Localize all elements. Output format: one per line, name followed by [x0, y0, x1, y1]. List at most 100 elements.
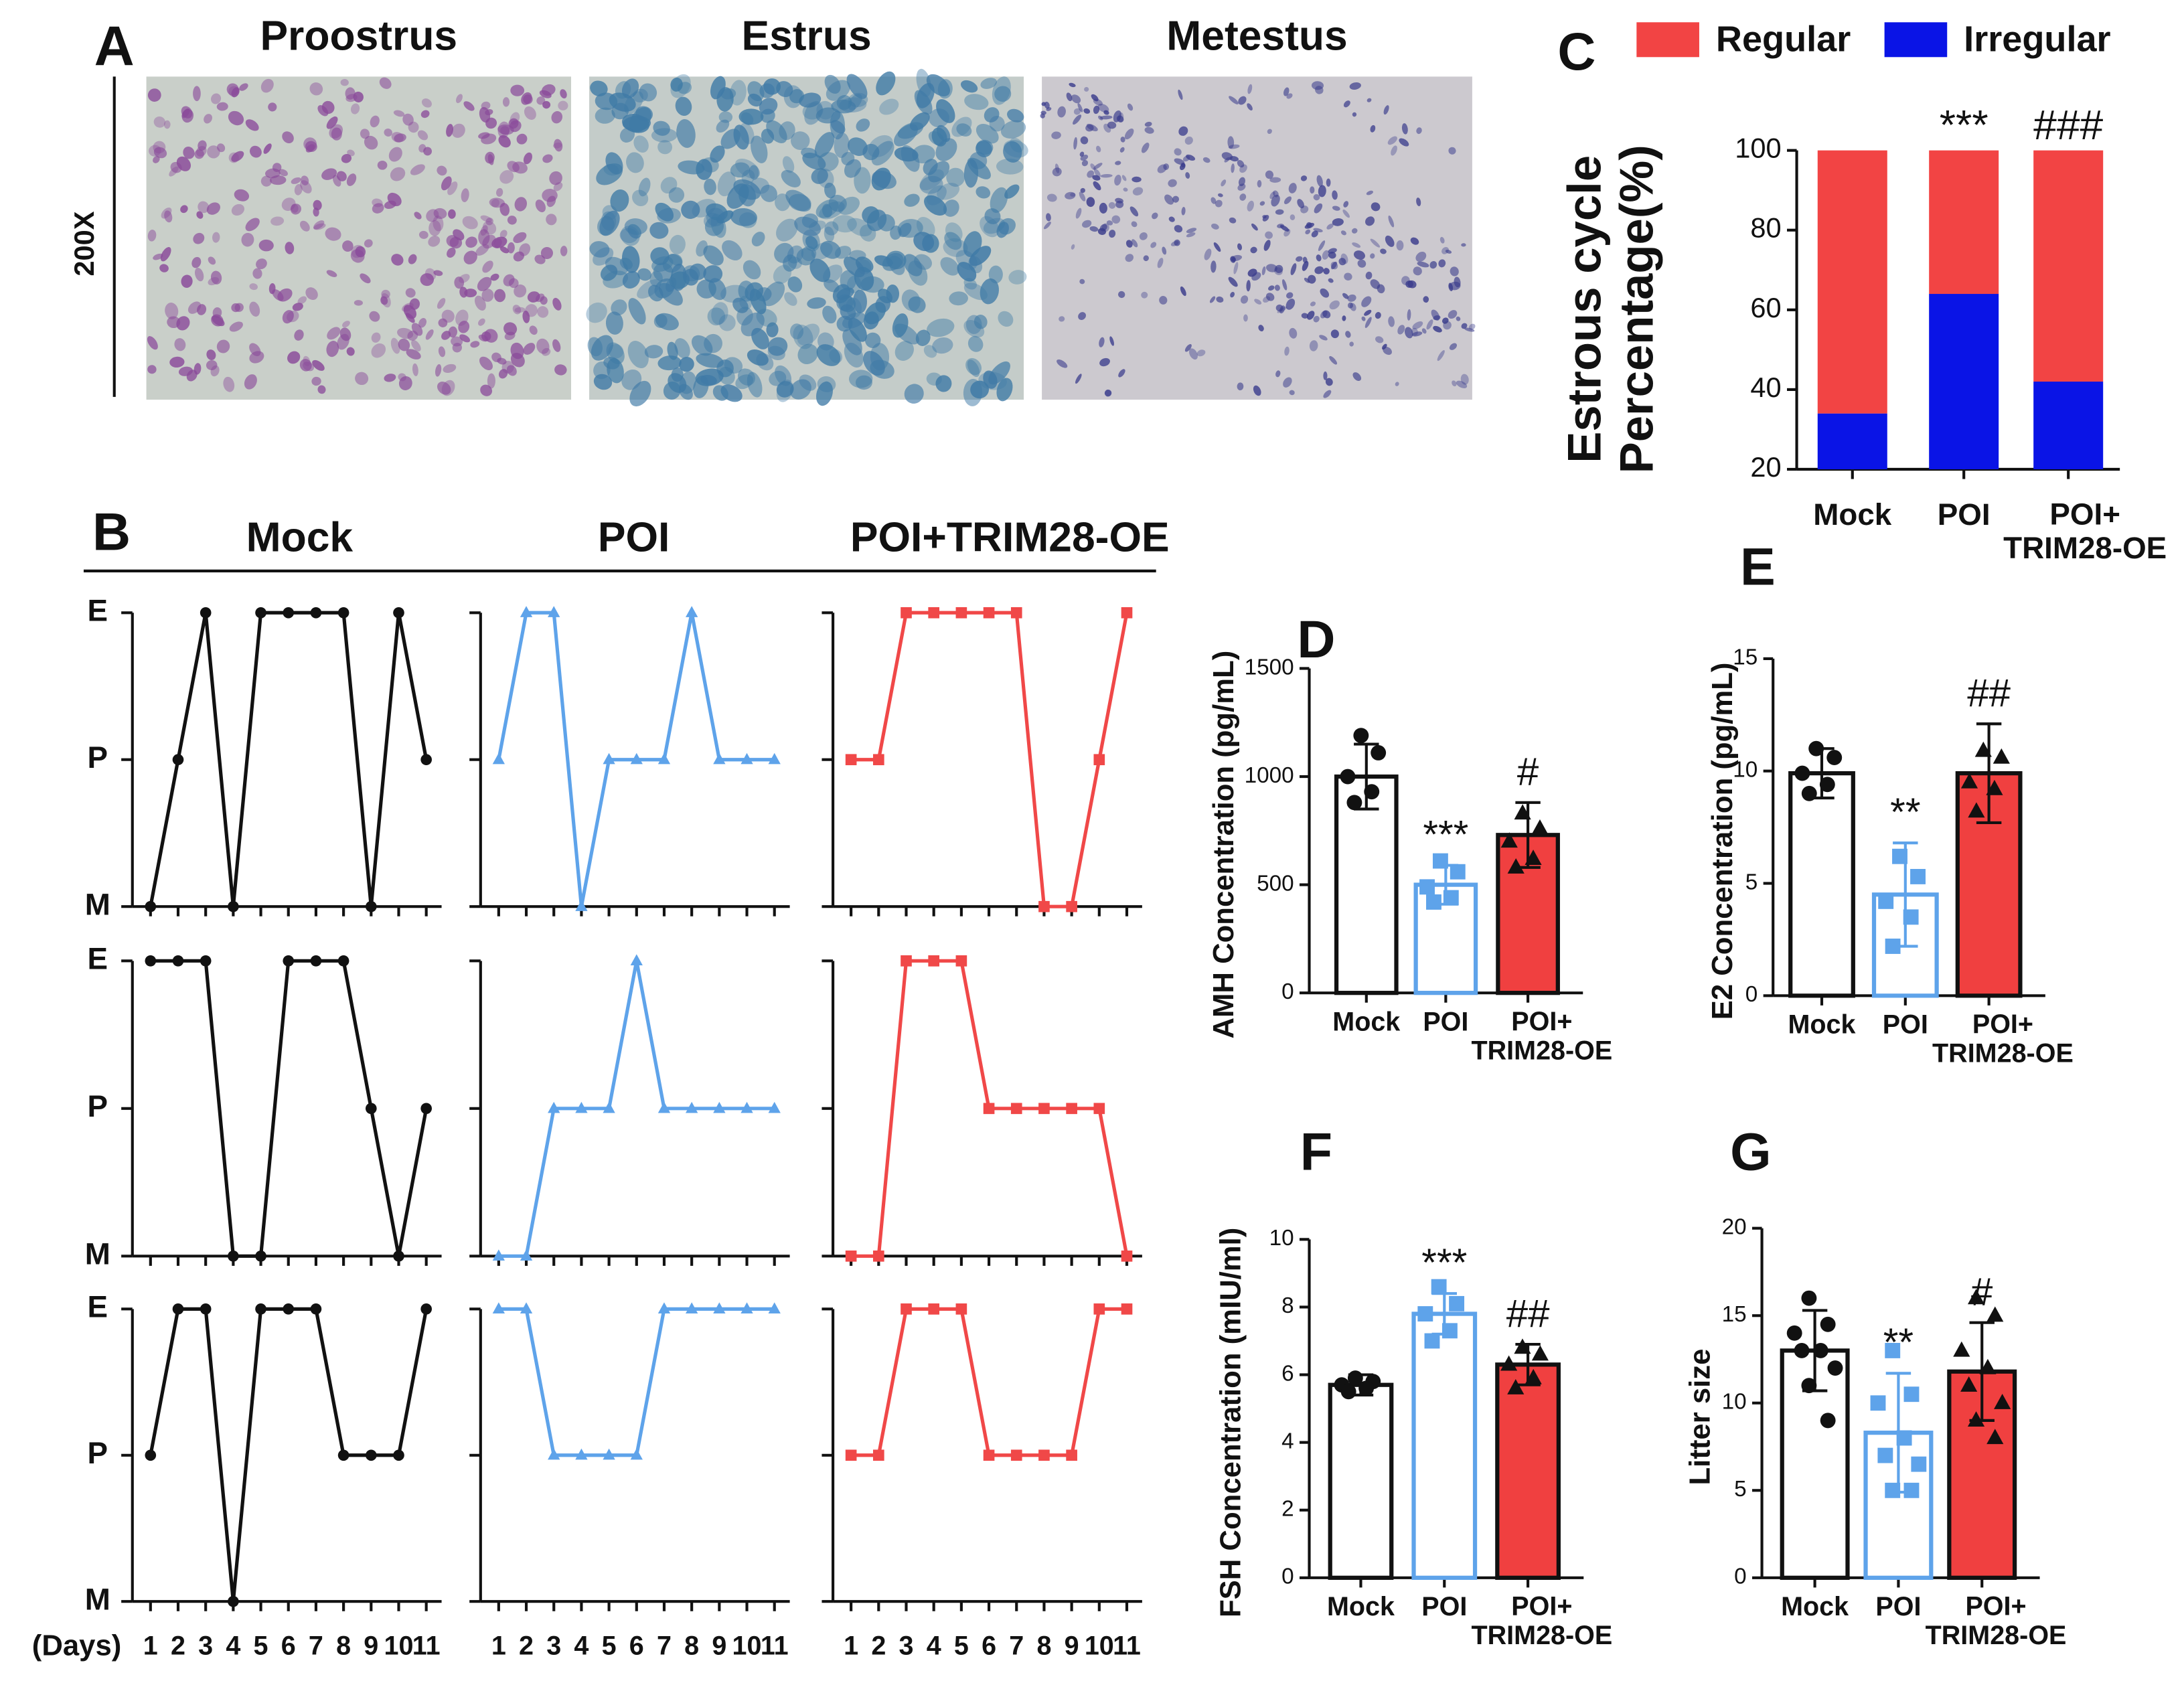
cell [1285, 299, 1296, 310]
cell [931, 127, 947, 147]
cell [1267, 129, 1272, 135]
point [1960, 1376, 1978, 1392]
cell [605, 311, 623, 335]
cell [1071, 94, 1081, 104]
cell [704, 178, 716, 195]
cell [1052, 167, 1062, 177]
bar-segment [2033, 382, 2104, 470]
cell [596, 163, 623, 185]
cell [1079, 191, 1086, 202]
cell [1196, 349, 1206, 357]
cell [1269, 191, 1275, 199]
cell [346, 173, 357, 186]
legend-label: Regular [1716, 19, 1851, 60]
point [492, 1249, 505, 1261]
x-tick-label: 2 [519, 1631, 534, 1660]
cell [1460, 374, 1469, 385]
point [1786, 1325, 1802, 1341]
y-tick-label: 1500 [1245, 655, 1294, 679]
point [393, 1250, 404, 1262]
cell [228, 110, 244, 126]
x-tick-label: Mock [1788, 1010, 1856, 1040]
cell [669, 234, 686, 254]
x-tick-label: 8 [336, 1631, 351, 1660]
cell [494, 238, 502, 248]
x-tick-label: POI+ TRIM28-OE [1472, 1007, 1613, 1065]
cell [856, 118, 870, 132]
cell [1237, 243, 1243, 250]
cell [342, 321, 350, 328]
cell [874, 255, 893, 267]
cell [423, 147, 433, 156]
cell [1437, 350, 1445, 362]
cell [1111, 215, 1121, 224]
point [1450, 864, 1466, 880]
cell [678, 384, 693, 400]
cell [1170, 240, 1179, 246]
point [393, 1449, 404, 1461]
cell [1282, 279, 1288, 291]
cell [303, 137, 317, 151]
point [1885, 1482, 1901, 1498]
cell [299, 220, 310, 232]
cell [1123, 187, 1128, 192]
cell [815, 199, 839, 218]
cell [1129, 206, 1139, 217]
cell [1143, 255, 1149, 262]
cell [1174, 239, 1180, 246]
cell [1093, 181, 1101, 191]
cell [1448, 310, 1458, 319]
cell [512, 305, 522, 315]
point [310, 607, 322, 619]
y-tick-label: 1000 [1245, 763, 1294, 788]
cell [514, 307, 526, 313]
cell [1421, 328, 1427, 334]
cell [1452, 380, 1457, 387]
cell [425, 329, 434, 340]
y-tick-label: 0 [1734, 1564, 1747, 1589]
cell [854, 167, 871, 194]
point [172, 1303, 184, 1315]
cell [1247, 103, 1253, 111]
point [1121, 1303, 1133, 1315]
cell [485, 117, 497, 129]
cell [769, 370, 787, 386]
cell [438, 318, 448, 327]
cell [1461, 243, 1466, 247]
cell [174, 338, 186, 351]
cell [1314, 266, 1324, 274]
y-tick-label: P [88, 740, 108, 775]
cell [326, 341, 339, 357]
cell [1073, 137, 1078, 150]
bar-segment [1817, 150, 1887, 414]
significance: ** [1883, 1321, 1914, 1364]
cell [996, 158, 1024, 175]
cell [633, 135, 649, 153]
cell [960, 80, 978, 93]
cell [632, 189, 649, 207]
point [520, 1249, 533, 1261]
cell [904, 193, 920, 207]
cell [836, 95, 852, 110]
cell [996, 378, 1013, 402]
cell [342, 240, 354, 252]
x-tick-label: 9 [1065, 1631, 1079, 1660]
cell [287, 351, 301, 364]
cell [1313, 315, 1320, 323]
cell [760, 185, 777, 202]
cell [390, 337, 400, 354]
cell [229, 321, 243, 332]
cell [1258, 325, 1264, 332]
cell [258, 239, 274, 252]
cell [1131, 221, 1138, 228]
cell [1367, 98, 1372, 102]
cell [231, 87, 240, 98]
cell [994, 86, 1012, 102]
x-tick-label: 4 [226, 1631, 240, 1660]
cell [464, 289, 477, 298]
cell [1429, 260, 1437, 269]
cell [590, 80, 608, 96]
point [630, 1448, 643, 1460]
point [1093, 1103, 1105, 1115]
line [149, 1307, 428, 1602]
